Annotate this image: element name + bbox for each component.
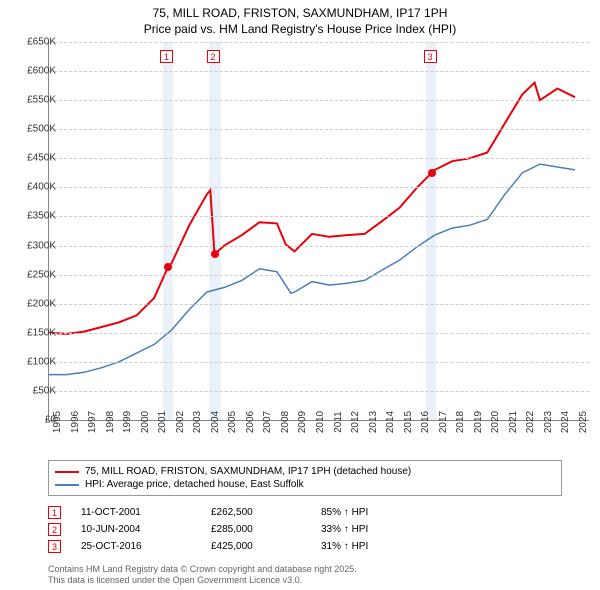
y-axis-label: £150K <box>12 327 56 338</box>
x-axis-label: 2005 <box>227 411 238 433</box>
y-axis-label: £300K <box>12 240 56 251</box>
title-block: 75, MILL ROAD, FRISTON, SAXMUNDHAM, IP17… <box>0 0 600 37</box>
chart-marker-icon: 2 <box>207 50 220 63</box>
x-axis-label: 2023 <box>543 411 554 433</box>
x-axis-label: 1996 <box>70 411 81 433</box>
x-axis-label: 1995 <box>52 411 63 433</box>
event-marker-icon: 3 <box>48 540 61 553</box>
x-axis-label: 2020 <box>490 411 501 433</box>
event-marker-icon: 2 <box>48 523 61 536</box>
x-axis-label: 2001 <box>157 411 168 433</box>
x-axis-label: 2009 <box>297 411 308 433</box>
x-axis-label: 2018 <box>455 411 466 433</box>
footer-line: Contains HM Land Registry data © Crown c… <box>48 564 568 575</box>
chart-marker-icon: 3 <box>424 50 437 63</box>
legend-row: HPI: Average price, detached house, East… <box>55 478 555 491</box>
chart-marker-icon: 1 <box>160 50 173 63</box>
x-axis-label: 2000 <box>140 411 151 433</box>
x-axis-label: 2007 <box>262 411 273 433</box>
legend-label: HPI: Average price, detached house, East… <box>85 479 304 490</box>
chart-plot-area <box>48 42 589 421</box>
line-svg <box>49 42 589 420</box>
title-line2: Price paid vs. HM Land Registry's House … <box>0 22 600 38</box>
x-axis-label: 2025 <box>578 411 589 433</box>
y-axis-label: £400K <box>12 182 56 193</box>
event-price: £262,500 <box>211 507 301 518</box>
x-axis-label: 2004 <box>210 411 221 433</box>
x-axis-label: 2022 <box>525 411 536 433</box>
x-axis-label: 2014 <box>385 411 396 433</box>
legend-label: 75, MILL ROAD, FRISTON, SAXMUNDHAM, IP17… <box>85 466 411 477</box>
y-axis-label: £250K <box>12 269 56 280</box>
y-axis-label: £450K <box>12 153 56 164</box>
x-axis-label: 2003 <box>192 411 203 433</box>
y-axis-label: £500K <box>12 124 56 135</box>
event-date: 25-OCT-2016 <box>81 541 191 552</box>
y-axis-label: £200K <box>12 298 56 309</box>
legend-box: 75, MILL ROAD, FRISTON, SAXMUNDHAM, IP17… <box>48 460 562 496</box>
chart-container: 75, MILL ROAD, FRISTON, SAXMUNDHAM, IP17… <box>0 0 600 590</box>
events-table: 1 11-OCT-2001 £262,500 85% ↑ HPI 2 10-JU… <box>48 504 578 555</box>
event-date: 11-OCT-2001 <box>81 507 191 518</box>
x-axis-label: 2021 <box>508 411 519 433</box>
footer-line: This data is licensed under the Open Gov… <box>48 575 568 586</box>
y-axis-label: £350K <box>12 211 56 222</box>
y-axis-label: £50K <box>12 385 56 396</box>
y-axis-label: £600K <box>12 66 56 77</box>
x-axis-label: 2010 <box>315 411 326 433</box>
x-axis-label: 2016 <box>420 411 431 433</box>
y-axis-label: £0 <box>12 415 56 426</box>
y-axis-label: £550K <box>12 95 56 106</box>
event-row: 3 25-OCT-2016 £425,000 31% ↑ HPI <box>48 538 578 555</box>
y-axis-label: £650K <box>12 37 56 48</box>
title-line1: 75, MILL ROAD, FRISTON, SAXMUNDHAM, IP17… <box>0 6 600 22</box>
x-axis-label: 2011 <box>333 411 344 433</box>
event-delta: 85% ↑ HPI <box>321 507 368 518</box>
footer-attribution: Contains HM Land Registry data © Crown c… <box>48 564 568 586</box>
x-axis-label: 2015 <box>403 411 414 433</box>
x-axis-label: 2024 <box>560 411 571 433</box>
event-delta: 31% ↑ HPI <box>321 541 368 552</box>
event-row: 2 10-JUN-2004 £285,000 33% ↑ HPI <box>48 521 578 538</box>
x-axis-label: 2006 <box>245 411 256 433</box>
x-axis-label: 2017 <box>438 411 449 433</box>
event-price: £425,000 <box>211 541 301 552</box>
x-axis-label: 1999 <box>122 411 133 433</box>
x-axis-label: 2012 <box>350 411 361 433</box>
x-axis-label: 2002 <box>175 411 186 433</box>
x-axis-label: 2013 <box>368 411 379 433</box>
legend-swatch <box>55 471 79 473</box>
event-date: 10-JUN-2004 <box>81 524 191 535</box>
event-price: £285,000 <box>211 524 301 535</box>
x-axis-label: 2019 <box>473 411 484 433</box>
y-axis-label: £100K <box>12 356 56 367</box>
x-axis-label: 2008 <box>280 411 291 433</box>
x-axis-label: 1997 <box>87 411 98 433</box>
legend-swatch <box>55 484 79 486</box>
legend-row: 75, MILL ROAD, FRISTON, SAXMUNDHAM, IP17… <box>55 465 555 478</box>
event-marker-icon: 1 <box>48 506 61 519</box>
x-axis-label: 1998 <box>105 411 116 433</box>
event-row: 1 11-OCT-2001 £262,500 85% ↑ HPI <box>48 504 578 521</box>
event-delta: 33% ↑ HPI <box>321 524 368 535</box>
